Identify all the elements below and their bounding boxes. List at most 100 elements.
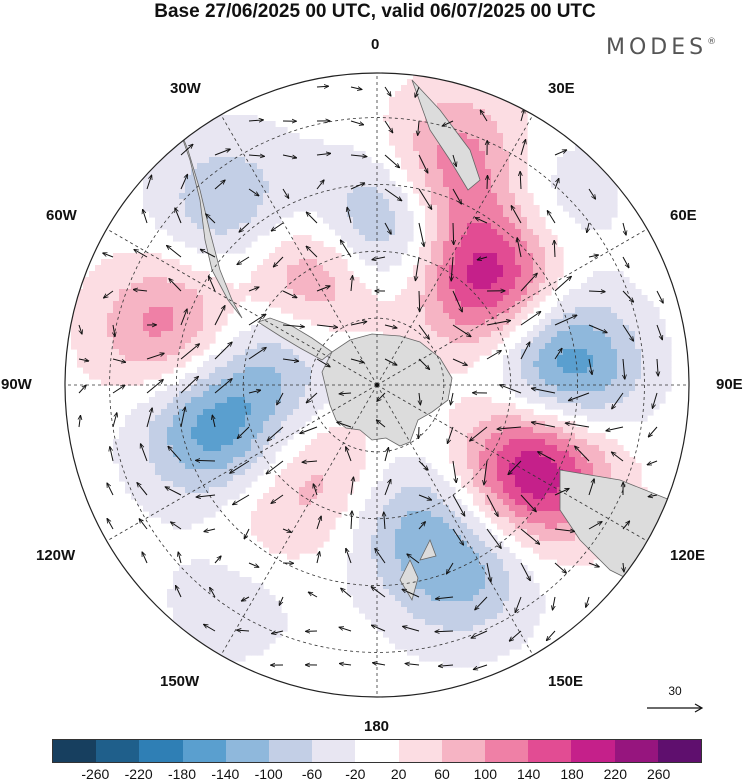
wind-vector bbox=[110, 447, 113, 461]
brand-registered-mark: ® bbox=[707, 37, 716, 47]
lon-label-150e: 150E bbox=[548, 673, 583, 690]
wind-vector bbox=[196, 460, 215, 461]
colorbar-bin-1 bbox=[96, 740, 139, 762]
lon-label-90e: 90E bbox=[716, 376, 743, 393]
lon-label-30w: 30W bbox=[170, 80, 201, 97]
wind-vector bbox=[419, 427, 420, 439]
wind-vector bbox=[589, 291, 605, 292]
wind-vector bbox=[586, 597, 589, 607]
colorbar-bin-8 bbox=[399, 740, 442, 762]
wind-vector bbox=[339, 664, 351, 666]
wind-vector bbox=[147, 380, 163, 394]
colorbar-tick-label: 100 bbox=[474, 766, 497, 782]
colorbar-tick-label: -20 bbox=[345, 766, 365, 782]
colorbar-bin-3 bbox=[183, 740, 226, 762]
wind-vector bbox=[546, 631, 555, 641]
wind-vector bbox=[178, 552, 181, 563]
wind-vector bbox=[351, 121, 364, 125]
wind-vector bbox=[79, 385, 86, 393]
wind-vector bbox=[487, 175, 488, 189]
colorbar-bin-11 bbox=[528, 740, 571, 762]
colorbar-bin-14 bbox=[658, 740, 701, 762]
wind-vector bbox=[306, 212, 317, 223]
wind-vector bbox=[215, 556, 221, 563]
colorbar-tick-label: -60 bbox=[302, 766, 322, 782]
wind-vector bbox=[142, 552, 147, 563]
wind-vector bbox=[435, 631, 453, 632]
colorbar-tick-label: -100 bbox=[255, 766, 283, 782]
wind-vector bbox=[107, 483, 113, 495]
wind-vector bbox=[648, 427, 657, 437]
wind-vector bbox=[606, 427, 623, 431]
colorbar-bin-2 bbox=[139, 740, 182, 762]
page-title: Base 27/06/2025 00 UTC, valid 06/07/2025… bbox=[0, 0, 750, 24]
wind-vector bbox=[385, 448, 389, 462]
wind-vector bbox=[453, 223, 454, 245]
wind-vector bbox=[553, 597, 556, 610]
lon-label-60w: 60W bbox=[46, 207, 77, 224]
lon-label-0: 0 bbox=[371, 36, 379, 53]
reference-arrow-icon bbox=[645, 684, 705, 718]
lon-label-120w: 120W bbox=[36, 547, 75, 564]
colorbar-tick-label: -220 bbox=[125, 766, 153, 782]
colorbar-bin-0 bbox=[53, 740, 96, 762]
australia bbox=[560, 470, 690, 590]
colorbar-bin-13 bbox=[615, 740, 658, 762]
colorbar-tick-label: -180 bbox=[168, 766, 196, 782]
colorbar-bin-5 bbox=[269, 740, 312, 762]
wind-vector bbox=[204, 529, 215, 532]
wind-reference: 30 bbox=[645, 684, 705, 718]
colorbar bbox=[52, 739, 702, 763]
wind-vector bbox=[623, 257, 629, 268]
colorbar-tick-label: 260 bbox=[647, 766, 670, 782]
lon-label-30e: 30E bbox=[548, 80, 575, 97]
wind-vector bbox=[405, 664, 419, 666]
colorbar-tick-label: 20 bbox=[391, 766, 407, 782]
wind-vector bbox=[623, 223, 626, 235]
colorbar-tick-label: 180 bbox=[560, 766, 583, 782]
wind-vector bbox=[107, 519, 113, 530]
colorbar-bin-6 bbox=[312, 740, 355, 762]
wind-vector bbox=[647, 461, 657, 465]
lon-label-150w: 150W bbox=[160, 673, 199, 690]
wind-vector bbox=[339, 627, 351, 631]
wind-vector bbox=[103, 253, 113, 257]
colorbar-bin-4 bbox=[226, 740, 269, 762]
wind-vector bbox=[419, 223, 424, 247]
wind-vector bbox=[451, 393, 454, 405]
lon-label-120e: 120E bbox=[670, 547, 705, 564]
colorbar-tick-label: 140 bbox=[517, 766, 540, 782]
lon-label-90w: 90W bbox=[1, 376, 32, 393]
wind-vector bbox=[249, 563, 259, 567]
colorbar-tick-label: -140 bbox=[211, 766, 239, 782]
colorbar-bin-10 bbox=[485, 740, 528, 762]
wind-vector bbox=[79, 415, 81, 427]
wind-vector bbox=[373, 663, 385, 665]
wind-vector bbox=[385, 87, 391, 96]
wind-vector bbox=[167, 246, 181, 258]
colorbar-tick-labels: -260 -220 -180 -140 -100 -60 -20 20 60 100 140 180 2… bbox=[0, 766, 750, 784]
wind-vector bbox=[419, 291, 420, 312]
wind-vector bbox=[547, 211, 555, 223]
colorbar-tick-label: 60 bbox=[434, 766, 450, 782]
colorbar-bin-9 bbox=[442, 740, 485, 762]
colorbar-tick-label: 220 bbox=[604, 766, 627, 782]
colorbar-tick-label: -260 bbox=[81, 766, 109, 782]
pole-marker bbox=[375, 383, 379, 387]
lon-label-60e: 60E bbox=[670, 207, 697, 224]
wind-vector bbox=[113, 385, 125, 393]
lon-label-180: 180 bbox=[364, 718, 389, 735]
colorbar-bin-12 bbox=[571, 740, 614, 762]
wind-vector bbox=[237, 257, 249, 265]
wind-vector bbox=[308, 592, 317, 597]
wind-vector bbox=[657, 291, 663, 303]
wind-vector bbox=[317, 86, 329, 87]
brand-logo: MODES® bbox=[606, 35, 716, 60]
wind-vector bbox=[351, 87, 362, 90]
brand-name: MODES bbox=[606, 35, 707, 60]
colorbar-bin-7 bbox=[355, 740, 398, 762]
wind-vector bbox=[351, 511, 352, 529]
wind-vector bbox=[589, 255, 598, 257]
wind-vector bbox=[113, 413, 117, 427]
